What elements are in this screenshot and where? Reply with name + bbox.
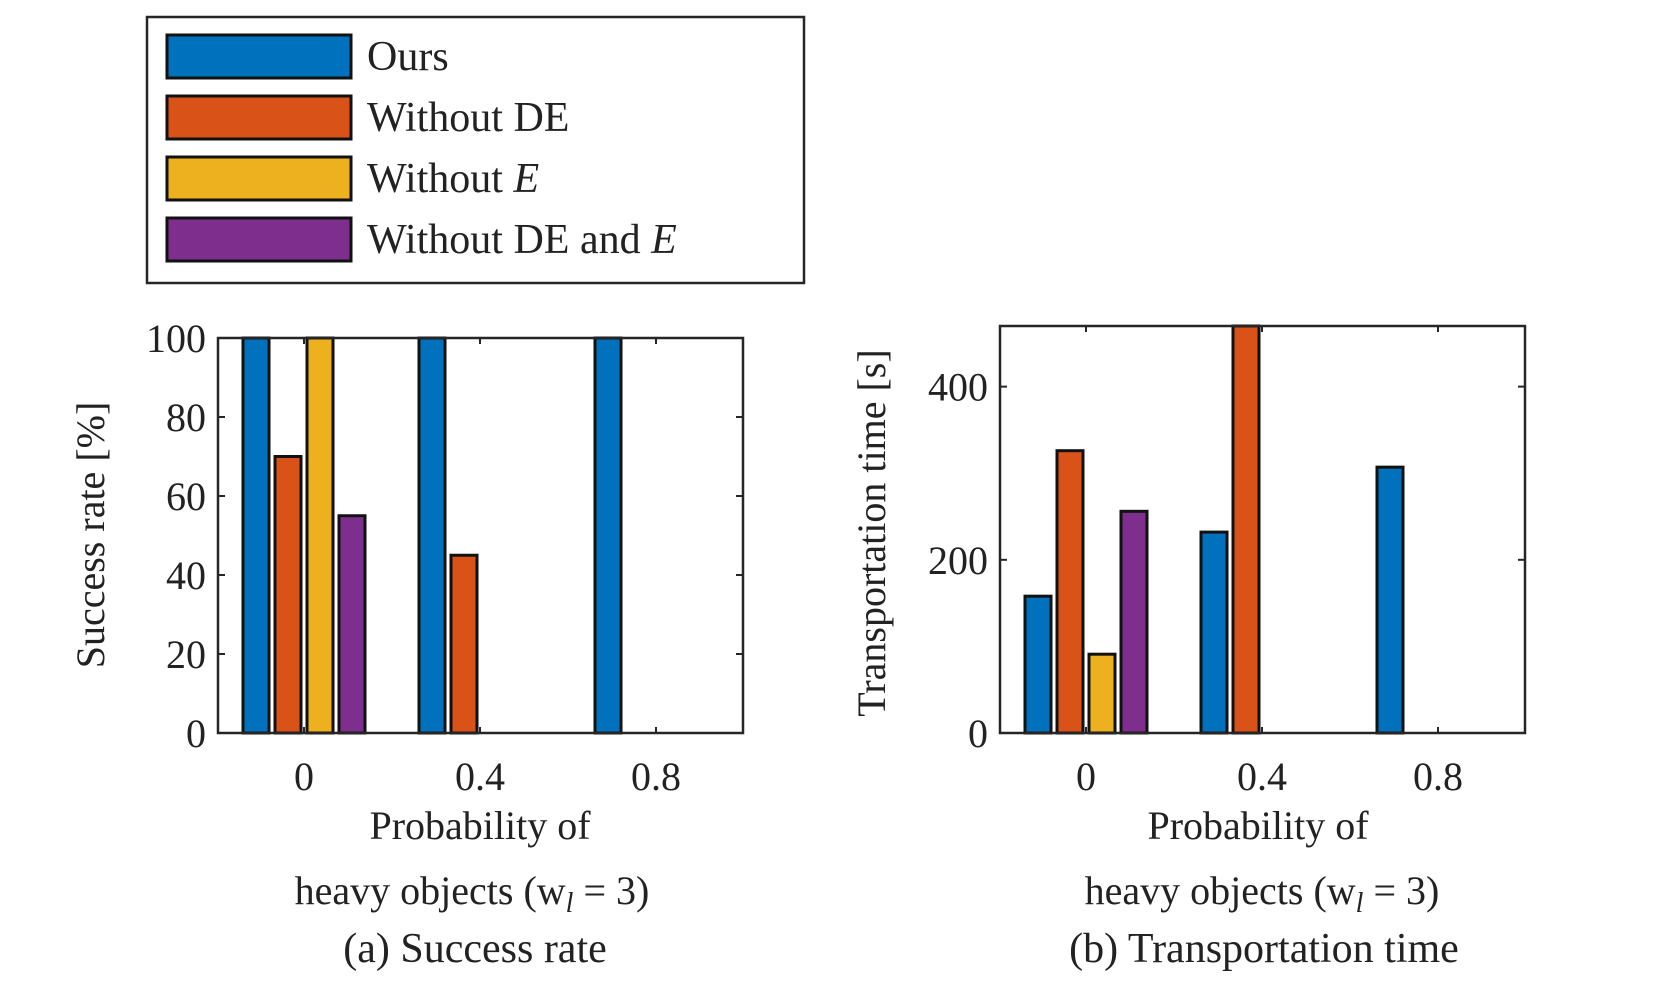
ticks-success-rate: 0 0.4 0.8 0 20 40 60 80 100 [146,316,743,799]
x-tick-label-transportation-time-0: 0 [1076,754,1096,799]
y-tick-label-transportation-time-400: 400 [928,365,988,410]
bar-success-rate-without-de-0 [273,455,303,735]
x-axis-label-line2-transportation-time: heavy objects (wl = 3) [1085,868,1440,919]
bar-transportation-time-ours-0-8 [1375,465,1405,735]
legend-label-without-e: Without E [367,156,539,202]
bar-transportation-time-without-e-0 [1087,652,1117,735]
legend-swatch-without-de-and-e [165,216,353,263]
caption-transportation-time: (b) Transportation time [1069,926,1459,972]
y-axis-label-success-rate: Success rate [%] [68,402,113,669]
caption-success-rate: (a) Success rate [343,926,607,972]
bar-success-rate-ours-0-4 [417,336,447,735]
bar-success-rate-without-de-and-e-0 [337,514,367,735]
bar-transportation-time-ours-0-4 [1199,530,1229,735]
x-tick-label-success-rate-0: 0 [294,754,314,799]
y-tick-label-success-rate-80: 80 [166,395,206,440]
ticks-transportation-time: 0 0.4 0.8 0 200 400 [928,326,1525,799]
y-tick-label-success-rate-0: 0 [186,711,206,756]
x-tick-label-transportation-time-0-4: 0.4 [1237,754,1287,799]
y-tick-label-transportation-time-0: 0 [968,711,988,756]
y-tick-label-transportation-time-200: 200 [928,538,988,583]
legend-label-without-de: Without DE [367,95,569,141]
legend: Ours Without DE Without E Without DE and E [145,15,806,285]
bar-transportation-time-without-de-and-e-0 [1119,509,1149,735]
x-tick-label-success-rate-0-8: 0.8 [631,754,681,799]
x-axis-label-line1-transportation-time: Probability of [1147,803,1369,848]
bar-transportation-time-ours-0 [1023,594,1053,735]
bar-transportation-time-without-de-0 [1055,449,1085,735]
bars-transportation-time [1023,324,1405,735]
y-tick-label-success-rate-100: 100 [146,316,206,361]
x-axis-label-line1-success-rate: Probability of [369,803,591,848]
legend-label-ours: Ours [367,34,449,80]
axes-frame-success-rate [216,336,745,735]
bars-success-rate [241,336,623,735]
axes-frame-transportation-time [998,324,1527,735]
y-tick-label-success-rate-60: 60 [166,474,206,519]
legend-label-without-de-and-e: Without DE and E [367,217,677,263]
x-tick-label-success-rate-0-4: 0.4 [455,754,505,799]
bar-transportation-time-without-de-0-4 [1231,324,1261,735]
bar-success-rate-without-de-0-4 [449,553,479,735]
x-tick-label-transportation-time-0-8: 0.8 [1413,754,1463,799]
chart-transportation-time: 0 0.4 0.8 0 200 400 Transportation time [s] P… [849,324,1527,972]
bar-success-rate-ours-0-8 [593,336,623,735]
y-axis-label-transportation-time: Transportation time [s] [849,349,894,716]
bar-success-rate-ours-0 [241,336,271,735]
bar-success-rate-without-e-0 [305,336,335,735]
y-tick-label-success-rate-20: 20 [166,632,206,677]
legend-swatch-without-e [165,155,353,202]
legend-swatch-ours [165,33,353,80]
legend-swatch-without-de [165,94,353,141]
chart-success-rate: 0 0.4 0.8 0 20 40 60 80 100 Success rate [%] Pro… [68,316,745,972]
y-tick-label-success-rate-40: 40 [166,553,206,598]
x-axis-label-line2-success-rate: heavy objects (wl = 3) [295,868,650,919]
